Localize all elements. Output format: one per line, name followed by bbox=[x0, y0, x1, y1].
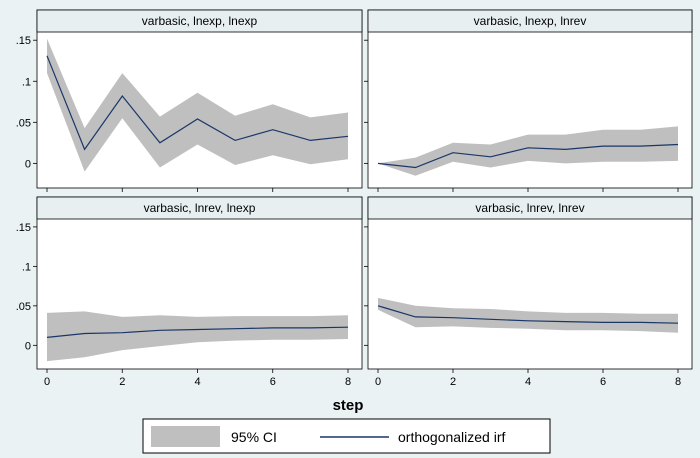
x-axis-title: step bbox=[333, 397, 364, 414]
y-tick-label: 0 bbox=[25, 158, 31, 170]
y-tick-label: .15 bbox=[16, 35, 31, 47]
x-tick-label: 2 bbox=[119, 376, 125, 388]
panels-group: varbasic, lnexp, lnexp0.05.1.15varbasic,… bbox=[16, 9, 693, 388]
ci-band bbox=[47, 38, 348, 172]
panel-title-strip bbox=[367, 196, 693, 220]
panel-title: varbasic, lnexp, lnexp bbox=[142, 14, 258, 28]
irf-panel-1: varbasic, lnexp, lnexp 0 .05 .1 .15 bbox=[16, 9, 363, 192]
x-tick-label: 4 bbox=[525, 376, 531, 388]
irf-line bbox=[46, 326, 349, 338]
panel-title-strip bbox=[367, 9, 693, 33]
legend-ci-swatch bbox=[151, 426, 220, 447]
x-tick-label: 2 bbox=[450, 376, 456, 388]
y-tick-label: .1 bbox=[22, 76, 31, 88]
x-tick-label: 8 bbox=[345, 376, 351, 388]
panel-title-strip bbox=[36, 9, 363, 33]
irf-line bbox=[377, 143, 679, 169]
panel-title: varbasic, lnrev, lnexp bbox=[144, 201, 256, 215]
ci-band bbox=[378, 297, 678, 333]
irf-panel-3: varbasic, lnrev, lnexp 0 .05 .1 .15 0 2 4 6 8 bbox=[16, 196, 363, 388]
x-tick-label: 6 bbox=[270, 376, 276, 388]
irf-line bbox=[46, 55, 349, 151]
legend: 95% CI orthogonalized irf bbox=[142, 418, 551, 454]
x-tick-label: 8 bbox=[675, 376, 681, 388]
irf-panel-2: varbasic, lnexp, lnrev bbox=[364, 9, 693, 192]
irf-panel-4: varbasic, lnrev, lnrev 0 2 4 6 8 bbox=[364, 196, 693, 388]
y-tick-label: .05 bbox=[16, 117, 31, 129]
x-tick-label: 6 bbox=[600, 376, 606, 388]
x-tick-label: 0 bbox=[375, 376, 381, 388]
y-tick-label: .05 bbox=[16, 301, 31, 313]
x-tick-label: 4 bbox=[194, 376, 200, 388]
panel-title: varbasic, lnexp, lnrev bbox=[474, 14, 587, 28]
y-tick-label: 0 bbox=[25, 340, 31, 352]
y-tick-label: .1 bbox=[22, 261, 31, 273]
panel-title: varbasic, lnrev, lnrev bbox=[475, 201, 584, 215]
x-tick-label: 0 bbox=[44, 376, 50, 388]
ci-band bbox=[378, 126, 678, 176]
legend-irf-label: orthogonalized irf bbox=[398, 429, 506, 445]
ci-band bbox=[47, 311, 348, 362]
irf-line bbox=[377, 305, 679, 324]
legend-ci-label: 95% CI bbox=[231, 429, 277, 445]
panel-title-strip bbox=[36, 196, 363, 220]
panel-frame bbox=[367, 196, 693, 370]
y-tick-label: .15 bbox=[16, 222, 31, 234]
